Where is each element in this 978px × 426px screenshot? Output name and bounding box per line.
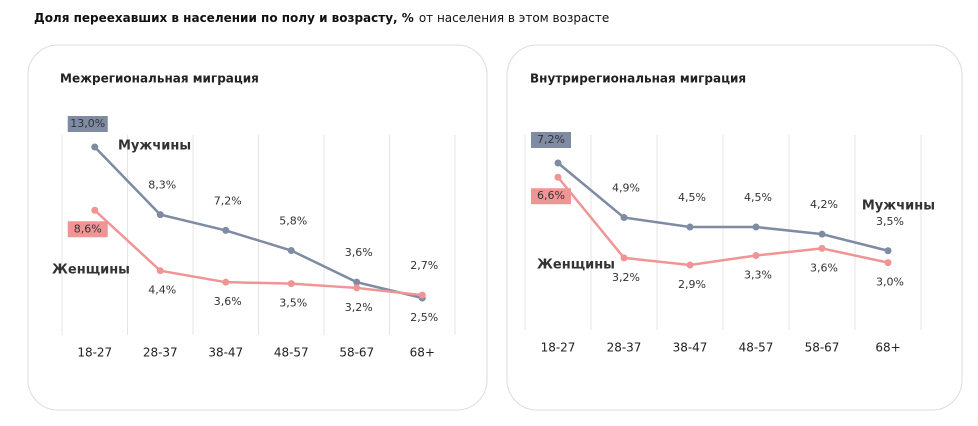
value-label: 8,6% bbox=[74, 222, 102, 235]
title: Доля переехавших в населении по полу и в… bbox=[34, 11, 414, 25]
subtitle: от населения в этом возрасте bbox=[419, 11, 609, 25]
point bbox=[418, 291, 426, 299]
label-box bbox=[531, 132, 571, 148]
series-line bbox=[557, 162, 889, 252]
value-label: 3,0% bbox=[876, 276, 904, 289]
x-tick-label: 18-27 bbox=[77, 346, 112, 360]
value-label: 4,5% bbox=[678, 191, 706, 204]
x-tick-label: 68+ bbox=[410, 346, 435, 360]
point bbox=[554, 173, 562, 181]
point bbox=[222, 226, 230, 234]
x-tick-label: 58-67 bbox=[339, 346, 374, 360]
point bbox=[554, 159, 562, 167]
value-label: 13,0% bbox=[70, 117, 105, 130]
x-tick-label: 18-27 bbox=[541, 341, 576, 355]
panel-title: Межрегиональная миграция bbox=[60, 72, 259, 86]
value-label: 4,9% bbox=[612, 182, 640, 195]
point bbox=[818, 230, 826, 238]
series-line bbox=[557, 176, 889, 267]
panel bbox=[506, 44, 963, 411]
value-label: 3,6% bbox=[214, 295, 242, 308]
series-line bbox=[93, 146, 423, 300]
x-tick-label: 28-37 bbox=[143, 346, 178, 360]
value-label: 6,6% bbox=[537, 189, 565, 202]
value-label: 8,3% bbox=[148, 179, 176, 192]
value-label: 3,5% bbox=[279, 297, 307, 310]
point bbox=[752, 252, 760, 260]
point bbox=[686, 261, 694, 269]
series-line bbox=[93, 209, 423, 297]
point bbox=[91, 206, 99, 214]
point bbox=[156, 211, 164, 219]
series-name: Мужчины bbox=[118, 139, 191, 154]
label-box bbox=[531, 188, 571, 205]
label-box bbox=[67, 116, 108, 132]
point bbox=[620, 214, 628, 222]
x-tick-label: 48-57 bbox=[739, 341, 774, 355]
point bbox=[686, 223, 694, 231]
value-label: 4,5% bbox=[744, 191, 772, 204]
panel bbox=[27, 44, 488, 411]
point bbox=[752, 223, 760, 231]
value-label: 3,6% bbox=[810, 261, 838, 274]
label-box bbox=[67, 221, 108, 238]
point bbox=[91, 143, 99, 151]
value-label: 7,2% bbox=[214, 194, 242, 207]
series-name: Женщины bbox=[52, 263, 130, 278]
point bbox=[156, 267, 164, 275]
value-label: 2,5% bbox=[410, 311, 438, 324]
x-tick-label: 68+ bbox=[875, 341, 900, 355]
x-tick-label: 38-47 bbox=[673, 341, 708, 355]
point bbox=[287, 247, 295, 255]
x-tick-label: 48-57 bbox=[274, 346, 309, 360]
value-label: 3,6% bbox=[345, 246, 373, 259]
value-label: 2,7% bbox=[410, 259, 438, 272]
point bbox=[287, 280, 295, 288]
value-label: 3,3% bbox=[744, 269, 772, 282]
value-label: 5,8% bbox=[279, 215, 307, 228]
value-label: 2,9% bbox=[678, 278, 706, 291]
value-label: 3,2% bbox=[345, 301, 373, 314]
point bbox=[620, 254, 628, 262]
point bbox=[884, 259, 892, 267]
point bbox=[818, 244, 826, 252]
series-name: Мужчины bbox=[862, 199, 935, 214]
value-label: 3,2% bbox=[612, 271, 640, 284]
point bbox=[222, 278, 230, 286]
point bbox=[884, 247, 892, 255]
page-title: Доля переехавших в населении по полу и в… bbox=[34, 11, 609, 25]
x-tick-label: 58-67 bbox=[805, 341, 840, 355]
value-label: 7,2% bbox=[537, 133, 565, 146]
point bbox=[353, 284, 361, 292]
value-label: 3,5% bbox=[876, 215, 904, 228]
value-label: 4,2% bbox=[810, 198, 838, 211]
value-label: 4,4% bbox=[148, 284, 176, 297]
panel-title: Внутрирегиональная миграция bbox=[530, 72, 746, 86]
x-tick-label: 28-37 bbox=[607, 341, 642, 355]
x-tick-label: 38-47 bbox=[208, 346, 243, 360]
series-name: Женщины bbox=[537, 258, 615, 273]
point bbox=[353, 278, 361, 286]
